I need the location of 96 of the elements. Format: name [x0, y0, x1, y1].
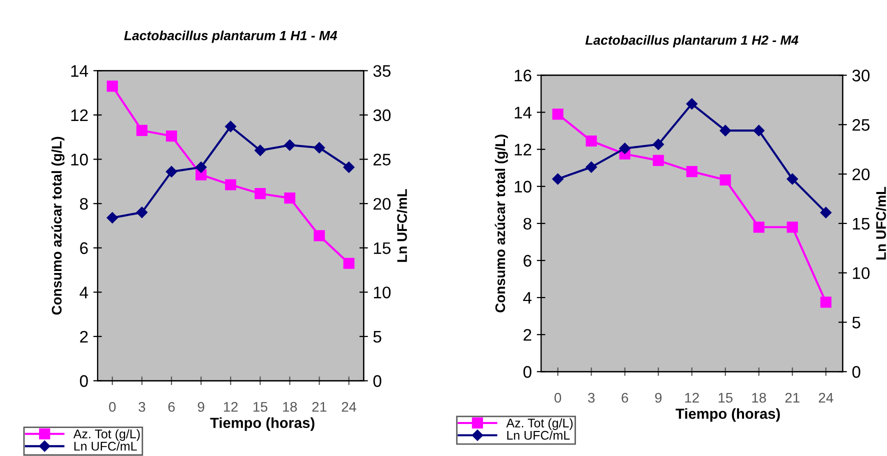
y-tick-label: 4 — [80, 286, 88, 298]
point — [619, 142, 630, 154]
point — [586, 135, 597, 147]
x-tick-label: 0 — [554, 392, 562, 403]
y2-axis-title: Ln UFC/mL — [396, 189, 408, 262]
y2-tick-label: 0 — [373, 375, 382, 387]
point — [820, 206, 832, 218]
x-tick-label: 12 — [224, 402, 238, 412]
point — [314, 142, 325, 154]
y-tick-label: 8 — [80, 198, 88, 210]
x-tick-label: 15 — [254, 402, 268, 412]
y2-tick-label: 35 — [373, 65, 391, 77]
point — [136, 124, 148, 136]
chart-title: Lactobacillus plantarum 1 H2 - M4 — [585, 35, 798, 48]
x-tick-label: 9 — [655, 392, 662, 403]
point — [652, 154, 664, 166]
point — [786, 222, 798, 233]
point — [552, 173, 564, 185]
y2-tick-label: 10 — [852, 267, 870, 280]
point — [343, 162, 354, 173]
x-tick-label: 15 — [718, 392, 733, 403]
legend-label: Ln UFC/mL — [74, 441, 137, 451]
point — [106, 80, 118, 92]
point — [686, 166, 698, 178]
legend-label: Az. Tot (g/L) — [506, 418, 573, 430]
point — [720, 124, 731, 136]
point — [254, 144, 266, 156]
y2-tick-label: 5 — [852, 316, 860, 328]
point — [753, 222, 764, 233]
point — [225, 120, 236, 132]
y2-tick-label: 30 — [373, 109, 391, 122]
y2-tick-label: 25 — [374, 154, 391, 166]
point — [552, 108, 564, 120]
x-tick-label: 24 — [342, 402, 356, 412]
y-tick-label: 12 — [514, 144, 532, 156]
x-tick-label: 24 — [818, 392, 834, 403]
point — [254, 188, 266, 200]
y2-tick-label: 25 — [852, 119, 870, 131]
x-tick-label: 21 — [312, 402, 326, 412]
point — [166, 130, 178, 142]
x-axis-title: Tiempo (horas) — [210, 417, 314, 431]
x-tick-label: 3 — [588, 392, 595, 403]
y2-tick-label: 30 — [852, 70, 870, 82]
x-tick-label: 18 — [283, 402, 297, 412]
y-tick-label: 0 — [80, 375, 88, 387]
y2-tick-label: 20 — [374, 198, 391, 210]
x-tick-label: 6 — [168, 402, 175, 412]
y-tick-label: 6 — [524, 254, 532, 267]
y-axis-title: Consumo azúcar total (g/L) — [51, 136, 64, 315]
point — [314, 230, 325, 242]
y2-tick-label: 10 — [374, 286, 391, 298]
point — [720, 174, 731, 186]
legend-label: Ln UFC/mL — [507, 430, 570, 440]
chart-title: Lactobacillus plantarum 1 H1 - M4 — [124, 30, 338, 43]
y2-tick-label: 20 — [852, 168, 870, 180]
point — [652, 138, 664, 150]
point — [166, 166, 178, 178]
x-tick-label: 18 — [752, 392, 766, 403]
point — [284, 192, 296, 204]
y-tick-label: 14 — [514, 106, 532, 118]
point — [820, 296, 832, 308]
point — [686, 98, 698, 110]
y2-axis-title: Ln UFC/mL — [876, 186, 886, 260]
y2-tick-label: 15 — [852, 218, 870, 230]
x-tick-label: 6 — [622, 392, 628, 403]
y2-tick-label: 15 — [374, 242, 391, 254]
point — [753, 124, 764, 136]
y-tick-label: 10 — [71, 154, 88, 166]
point — [106, 212, 118, 224]
y-tick-label: 12 — [71, 109, 88, 122]
y-tick-label: 2 — [80, 330, 88, 342]
y-tick-label: 14 — [71, 65, 88, 77]
y-tick-label: 8 — [524, 218, 532, 230]
point — [284, 139, 296, 151]
point — [786, 173, 798, 185]
y-tick-label: 2 — [524, 328, 532, 341]
y-tick-label: 4 — [523, 292, 532, 304]
point — [586, 162, 597, 173]
x-axis-title: Tiempo (horas) — [676, 408, 780, 422]
x-tick-label: 9 — [198, 402, 204, 412]
x-tick-label: 3 — [138, 402, 146, 412]
legend-label: Az. Tot (g/L) — [73, 429, 140, 441]
y-tick-label: 16 — [514, 70, 532, 82]
x-tick-label: 0 — [109, 402, 116, 412]
x-tick-label: 12 — [685, 392, 699, 403]
y-tick-label: 10 — [514, 180, 532, 193]
y-tick-label: 6 — [80, 242, 88, 254]
point — [343, 258, 354, 269]
y-axis-title: Consumo azúcar total (g/L) — [494, 134, 508, 312]
point — [195, 162, 207, 173]
y2-tick-label: 5 — [373, 331, 382, 343]
point — [136, 206, 148, 218]
y2-tick-label: 0 — [852, 366, 860, 378]
y-tick-label: 0 — [523, 366, 532, 378]
x-tick-label: 21 — [785, 392, 800, 403]
point — [225, 179, 236, 190]
